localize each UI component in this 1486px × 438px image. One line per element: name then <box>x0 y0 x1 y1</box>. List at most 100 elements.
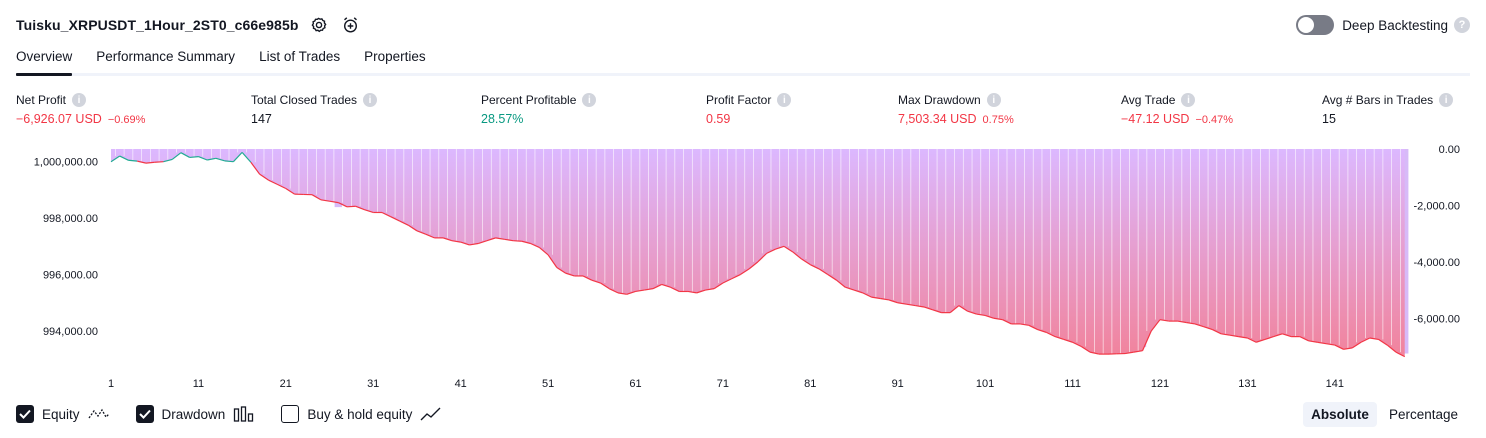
equity-segment <box>713 282 724 290</box>
equity-segment <box>967 310 977 315</box>
chart-legend: Equity Drawdown Buy & hold equity <box>16 402 468 426</box>
legend-buy-hold-equity[interactable]: Buy & hold equity <box>281 405 442 423</box>
equity-segment <box>1369 337 1379 341</box>
checkbox-unchecked-icon[interactable] <box>281 405 300 423</box>
equity-segment <box>1317 341 1327 345</box>
info-icon[interactable]: i <box>1181 93 1196 107</box>
equity-segment <box>145 161 155 164</box>
equity-segment <box>582 275 593 281</box>
tab-performance-summary[interactable]: Performance Summary <box>96 49 236 64</box>
metric-net-profit: Net Profit i −6,926.07 USD −0.69% <box>16 93 145 126</box>
strategy-header: Tuisku_XRPUSDT_1Hour_2ST0_c66e985b <box>16 12 362 38</box>
equity-segment <box>591 279 601 284</box>
equity-segment <box>1238 336 1248 339</box>
legend-drawdown[interactable]: Drawdown <box>135 405 256 423</box>
equity-segment <box>731 273 741 280</box>
equity-segment <box>661 283 671 288</box>
gear-icon[interactable] <box>308 14 330 36</box>
metric-percent-profitable: Percent Profitable i 28.57% <box>481 93 597 126</box>
equity-segment <box>486 237 496 242</box>
help-icon[interactable]: ? <box>1454 17 1470 33</box>
equity-segment <box>477 240 488 245</box>
metric-label: Max Drawdown <box>898 93 981 107</box>
equity-segment <box>1089 351 1099 355</box>
equity-segment <box>399 220 409 226</box>
equity-segment <box>530 242 540 249</box>
equity-segment <box>1046 331 1056 338</box>
tab-overview[interactable]: Overview <box>16 44 73 76</box>
equity-segment <box>381 211 391 218</box>
metric-total-closed-trades: Total Closed Trades i 147 <box>251 93 378 126</box>
deep-backtesting-toggle[interactable] <box>1296 15 1335 35</box>
info-icon[interactable]: i <box>986 93 1001 107</box>
equity-segment <box>259 173 269 181</box>
metric-value: −47.12 USD <box>1121 112 1190 126</box>
strategy-title: Tuisku_XRPUSDT_1Hour_2ST0_c66e985b <box>16 17 299 33</box>
equity-segment <box>1072 341 1082 348</box>
equity-segment <box>976 313 986 317</box>
x-tick-label: 101 <box>976 378 994 390</box>
metric-value: 0.59 <box>706 112 731 126</box>
info-icon[interactable]: i <box>363 93 378 107</box>
equity-segment <box>171 152 182 160</box>
equity-segment <box>1334 344 1344 350</box>
equity-segment <box>556 266 566 274</box>
equity-segment <box>722 278 732 284</box>
equity-segment <box>215 157 225 162</box>
info-icon[interactable]: i <box>72 93 87 107</box>
equity-segment <box>696 289 706 294</box>
info-icon[interactable]: i <box>1439 93 1454 107</box>
percentage-button[interactable]: Percentage <box>1388 406 1458 422</box>
equity-segment <box>355 205 365 211</box>
equity-segment <box>1343 347 1353 350</box>
equity-segment <box>1194 323 1204 328</box>
checkbox-checked-icon[interactable] <box>135 405 154 423</box>
equity-segment <box>1255 338 1266 343</box>
buy-hold-line-icon <box>420 407 441 421</box>
equity-segment <box>1020 323 1029 326</box>
info-icon[interactable]: i <box>777 93 792 107</box>
equity-segment <box>888 299 898 304</box>
equity-segment <box>932 309 942 314</box>
y-right-tick-label: -2,000.00 <box>1414 200 1460 212</box>
tab-list-of-trades[interactable]: List of Trades <box>259 49 341 64</box>
equity-segment <box>1264 336 1274 341</box>
equity-segment <box>276 183 287 190</box>
equity-segment <box>268 179 278 185</box>
absolute-button[interactable]: Absolute <box>1303 401 1377 427</box>
equity-segment <box>757 252 768 263</box>
equity-drawdown-chart[interactable]: 1,000,000.00 998,000.00 996,000.00 994,000.… <box>0 140 1486 395</box>
tab-properties[interactable]: Properties <box>364 49 426 64</box>
equity-segment <box>1133 350 1143 353</box>
equity-segment <box>538 247 549 256</box>
checkbox-checked-icon[interactable] <box>16 405 34 423</box>
y-right-tick-label: 0.00 <box>1439 144 1460 156</box>
equity-segment <box>1229 334 1239 338</box>
deep-backtesting-control: Deep Backtesting ? <box>1296 12 1470 38</box>
equity-segment <box>993 317 1003 321</box>
equity-segment <box>180 152 190 158</box>
equity-segment <box>635 289 645 293</box>
equity-segment <box>670 286 680 293</box>
info-icon[interactable]: i <box>582 93 597 107</box>
metric-percent: −0.69% <box>107 114 146 126</box>
equity-segment <box>810 264 820 270</box>
tab-bar: Overview Performance Summary List of Tra… <box>16 44 1470 76</box>
equity-segment <box>364 209 374 214</box>
equity-segment <box>224 160 234 163</box>
x-tick-label: 21 <box>280 378 292 390</box>
equity-line <box>110 151 1406 358</box>
metric-max-drawdown: Max Drawdown i 7,503.34 USD 0.75% <box>898 93 1014 126</box>
equity-segment <box>1282 333 1292 338</box>
equity-segment <box>1002 319 1012 325</box>
equity-segment <box>1325 343 1335 346</box>
metric-value: 15 <box>1322 112 1336 126</box>
alarm-plus-icon[interactable] <box>340 14 362 36</box>
legend-label: Drawdown <box>161 406 226 422</box>
x-tick-label: 41 <box>455 378 467 390</box>
equity-segment <box>801 258 811 266</box>
equity-segment <box>232 151 243 163</box>
equity-segment <box>1063 338 1073 343</box>
legend-equity[interactable]: Equity <box>16 405 110 423</box>
equity-segment <box>329 200 339 204</box>
